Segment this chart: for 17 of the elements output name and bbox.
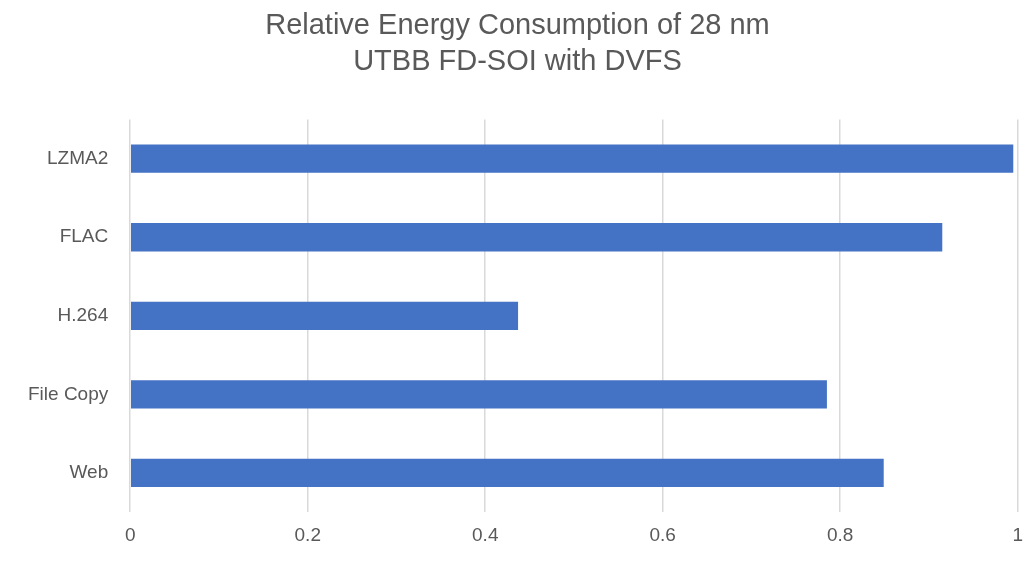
x-tick-label: 1: [1012, 523, 1024, 545]
bar: [131, 223, 943, 252]
x-tick-label: 0.2: [294, 523, 321, 545]
y-tick-label: File Copy: [28, 382, 109, 404]
x-tick-label: 0.6: [649, 523, 676, 545]
bar: [131, 458, 884, 488]
y-tick-label: FLAC: [59, 225, 109, 247]
y-tick-label: Web: [69, 461, 109, 483]
chart-title: Relative Energy Consumption of 28 nm UTBB FD-SOI with DVFS: [264, 7, 771, 78]
x-tick-label: 0.8: [827, 523, 854, 545]
y-tick-label: H.264: [57, 304, 109, 326]
bar: [131, 380, 827, 409]
bar: [131, 144, 1014, 173]
y-tick-label: LZMA2: [47, 146, 109, 168]
x-tick-label: 0.4: [472, 523, 499, 545]
x-tick-label: 0: [124, 523, 136, 545]
bar: [131, 301, 519, 330]
